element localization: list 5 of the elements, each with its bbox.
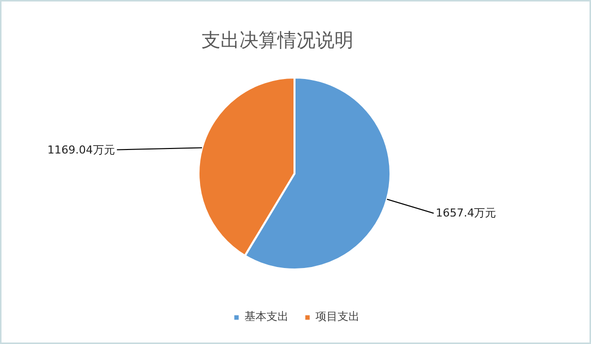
chart-title: 支出决算情况说明 [202,30,354,52]
data-label: 1657.4万元 [436,206,496,220]
legend-label: 项目支出 [316,309,360,324]
data-label: 1169.04万元 [47,143,115,156]
legend-label: 基本支出 [244,309,288,324]
